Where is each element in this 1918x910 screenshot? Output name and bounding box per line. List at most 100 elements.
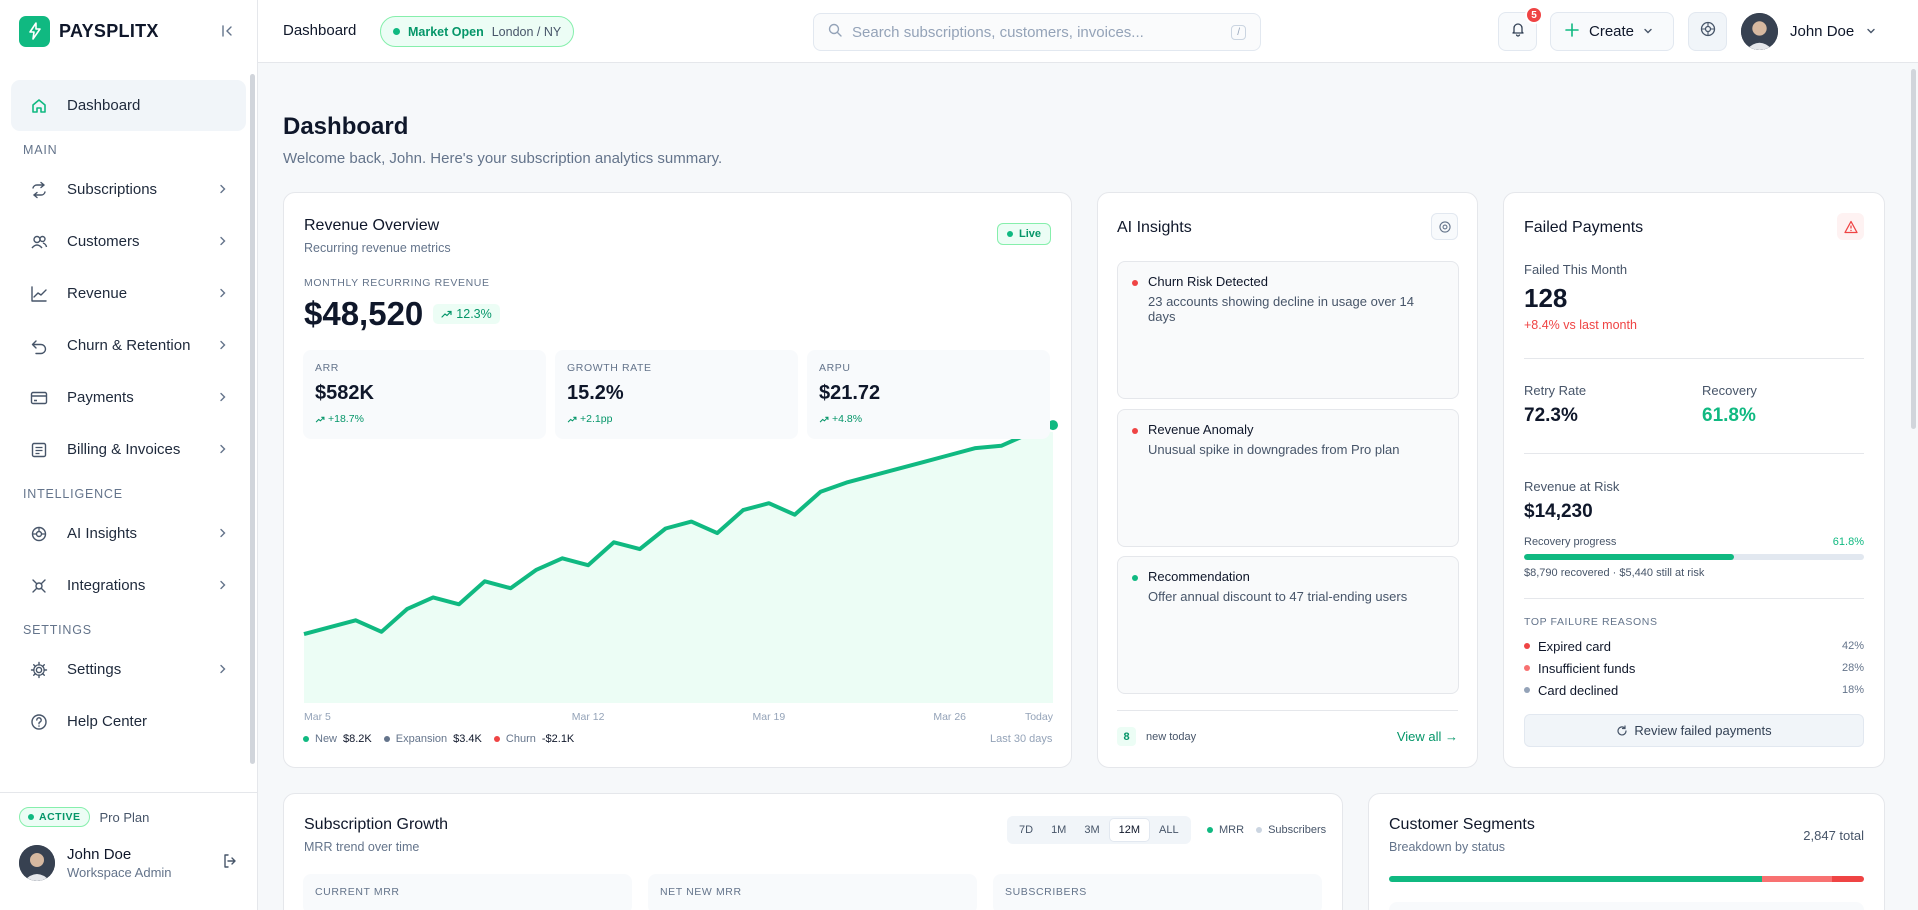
card-title: AI Insights bbox=[1117, 219, 1192, 236]
chevron-down-icon bbox=[1643, 23, 1653, 40]
failed-month-delta: +8.4% vs last month bbox=[1524, 318, 1637, 332]
sidebar-item-churn-retention[interactable]: Churn & Retention bbox=[11, 320, 246, 371]
sidebar-item-payments[interactable]: Payments bbox=[11, 372, 246, 423]
sidebar-item-help-center[interactable]: Help Center bbox=[11, 696, 246, 747]
failed-month-value: 128 bbox=[1524, 283, 1568, 313]
insight-card[interactable]: Churn Risk Detected 23 accounts showing … bbox=[1117, 261, 1459, 399]
range-12m[interactable]: 12M bbox=[1108, 818, 1151, 842]
sidebar-footer: ACTIVE Pro Plan John Doe Workspace Admin bbox=[0, 792, 257, 910]
failure-reason-row: Card declined 18% bbox=[1524, 679, 1864, 701]
avatar bbox=[1741, 13, 1778, 50]
recovery-value: 61.8% bbox=[1702, 405, 1756, 426]
sidebar-item-billing-invoices[interactable]: Billing & Invoices bbox=[11, 424, 246, 475]
view-all-link[interactable]: View all → bbox=[1396, 729, 1458, 744]
avatar[interactable] bbox=[19, 845, 55, 881]
trend-up-icon bbox=[567, 416, 577, 422]
market-location: London / NY bbox=[491, 24, 562, 39]
logout-icon[interactable] bbox=[222, 853, 238, 874]
sidebar-item-revenue[interactable]: Revenue bbox=[11, 268, 246, 319]
sidebar-item-label: Subscriptions bbox=[67, 181, 158, 198]
kpi-label: NET NEW MRR bbox=[660, 886, 742, 898]
search-input[interactable] bbox=[852, 23, 1232, 41]
invoice-icon bbox=[30, 441, 48, 459]
users-icon bbox=[30, 233, 48, 251]
failed-payments-card: Failed Payments Failed This Month 128 +8… bbox=[1503, 192, 1885, 768]
segments-total: 2,847 total bbox=[1803, 828, 1864, 843]
plus-icon bbox=[1565, 22, 1579, 41]
review-failed-payments-button[interactable]: Review failed payments bbox=[1524, 714, 1864, 747]
brain-icon bbox=[1438, 220, 1451, 233]
revenue-legend: New $8.2K Expansion $3.4K Churn -$2.1K bbox=[303, 733, 586, 745]
range-7d[interactable]: 7D bbox=[1019, 824, 1034, 836]
collapse-sidebar-icon[interactable] bbox=[216, 20, 238, 42]
sidebar-item-label: Churn & Retention bbox=[67, 337, 191, 354]
sidebar-item-customers[interactable]: Customers bbox=[11, 216, 246, 267]
user-menu[interactable]: John Doe bbox=[1741, 13, 1876, 50]
insights-settings-button[interactable] bbox=[1431, 213, 1458, 240]
search-bar[interactable]: / bbox=[813, 13, 1261, 51]
notifications-button[interactable]: 5 bbox=[1498, 6, 1543, 51]
kpi-card-growth-rate: GROWTH RATE 15.2% +2.1pp bbox=[555, 350, 798, 439]
section-intelligence: INTELLIGENCE bbox=[23, 486, 123, 501]
recovery-progress-fill bbox=[1524, 554, 1735, 560]
section-settings: SETTINGS bbox=[23, 622, 92, 637]
topbar-title: Dashboard bbox=[283, 22, 357, 39]
refresh-icon bbox=[1617, 724, 1627, 735]
kpi-value: $21.72 bbox=[819, 382, 881, 404]
ai-assistant-button[interactable] bbox=[1688, 12, 1727, 51]
insight-title: Churn Risk Detected bbox=[1148, 274, 1268, 289]
bell-icon bbox=[1510, 21, 1526, 42]
reason-label: Insufficient funds bbox=[1538, 660, 1636, 676]
section-main: MAIN bbox=[23, 142, 58, 157]
retry-rate-value: 72.3% bbox=[1524, 405, 1578, 426]
mrr-label: MONTHLY RECURRING REVENUE bbox=[304, 277, 490, 289]
brand: PAYSPLITX bbox=[0, 0, 257, 62]
kpi-label: ARR bbox=[315, 362, 339, 374]
insight-title: Revenue Anomaly bbox=[1148, 422, 1254, 437]
kpi-card-arpu: ARPU $21.72 +4.8% bbox=[807, 350, 1050, 439]
sidebar-item-ai-insights[interactable]: AI Insights bbox=[11, 508, 246, 559]
insight-text: 23 accounts showing decline in usage ove… bbox=[1148, 294, 1414, 324]
sidebar-item-label: Billing & Invoices bbox=[67, 441, 181, 458]
kpi-label: ARPU bbox=[819, 362, 851, 374]
chevron-down-icon bbox=[1866, 23, 1876, 40]
live-badge: Live bbox=[996, 223, 1051, 245]
legend-item-churn: Churn -$2.1K bbox=[493, 733, 574, 745]
range-3m[interactable]: 3M bbox=[1084, 824, 1100, 836]
kpi-label: CURRENT MRR bbox=[315, 886, 400, 898]
page-scrollbar[interactable] bbox=[1908, 63, 1918, 910]
chevron-right-icon bbox=[219, 337, 227, 354]
trend-up-icon bbox=[315, 416, 325, 422]
chevron-right-icon bbox=[219, 577, 227, 594]
kpi-delta: +2.1pp bbox=[580, 413, 613, 425]
chevron-right-icon bbox=[219, 525, 227, 542]
plan-status-badge: ACTIVE bbox=[19, 807, 90, 827]
live-label: Live bbox=[1018, 228, 1041, 240]
mrr-delta: 12.3% bbox=[456, 307, 492, 321]
sidebar-item-subscriptions[interactable]: Subscriptions bbox=[11, 164, 246, 215]
sidebar-scroll-thumb[interactable] bbox=[250, 74, 255, 764]
trend-up-icon bbox=[441, 310, 452, 318]
range-all[interactable]: ALL bbox=[1159, 824, 1179, 836]
plan-status-text: ACTIVE bbox=[39, 811, 81, 823]
sidebar-item-dashboard[interactable]: Dashboard bbox=[11, 80, 246, 131]
customer-segments-card: Customer Segments Breakdown by status 2,… bbox=[1368, 793, 1885, 910]
brand-name: PAYSPLITX bbox=[59, 20, 159, 41]
page-scroll-thumb[interactable] bbox=[1911, 69, 1916, 429]
card-title: Revenue Overview bbox=[304, 217, 440, 234]
sidebar-item-label: Customers bbox=[67, 233, 140, 250]
trend-up-icon bbox=[819, 416, 829, 422]
sidebar-item-label: Dashboard bbox=[67, 97, 141, 114]
sidebar-item-label: Payments bbox=[67, 389, 134, 406]
create-button[interactable]: Create bbox=[1550, 12, 1674, 51]
market-status: Market Open bbox=[408, 24, 484, 39]
insight-card[interactable]: Recommendation Offer annual discount to … bbox=[1117, 556, 1459, 694]
sidebar-scrollbar[interactable] bbox=[248, 62, 256, 792]
range-1m[interactable]: 1M bbox=[1051, 824, 1067, 836]
insight-card[interactable]: Revenue Anomaly Unusual spike in downgra… bbox=[1117, 409, 1459, 547]
sidebar-item-settings[interactable]: Settings bbox=[11, 644, 246, 695]
recovery-progress-pct: 61.8% bbox=[1832, 536, 1864, 548]
create-label: Create bbox=[1589, 23, 1635, 40]
recovery-label: Recovery bbox=[1702, 383, 1757, 398]
sidebar-item-integrations[interactable]: Integrations bbox=[11, 560, 246, 611]
